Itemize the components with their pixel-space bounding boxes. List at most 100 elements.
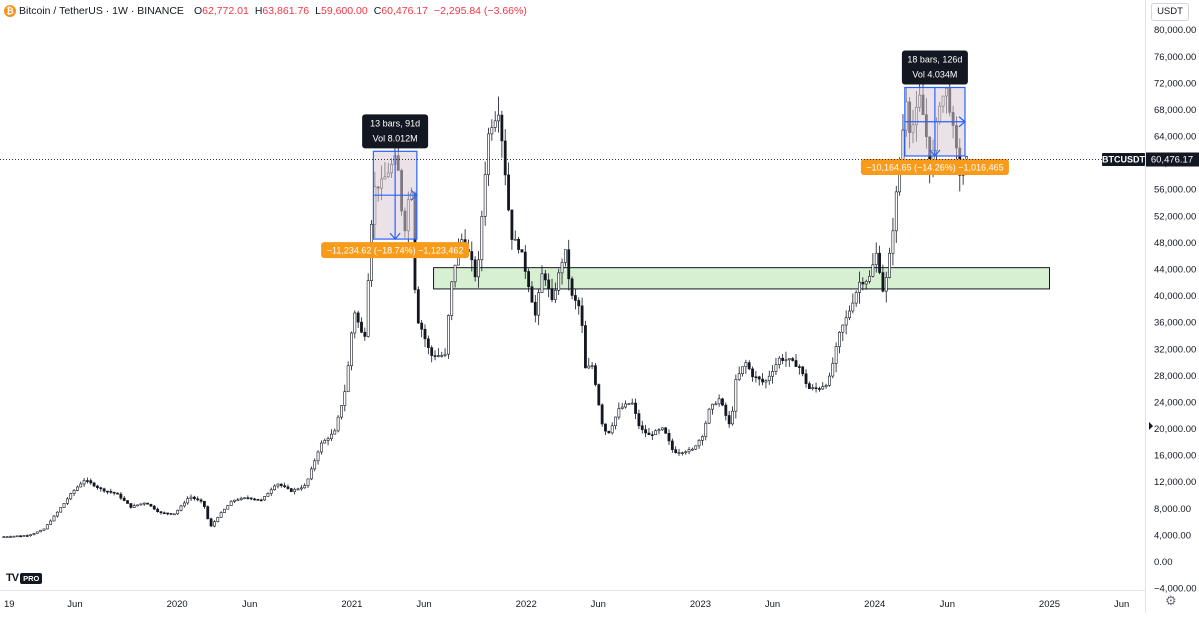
candle [627,403,631,405]
range-info-label [362,114,429,149]
candle [166,512,170,515]
candle [366,280,370,337]
support-zone[interactable] [433,267,1051,290]
candle [233,499,236,502]
candle [346,365,350,392]
candle [694,445,698,450]
candle [487,133,490,175]
candle [19,535,22,538]
open-label: O [193,5,203,17]
range-change-label [860,158,1009,175]
candle [199,499,203,502]
candle [196,498,200,501]
candle [563,249,567,263]
y-tick-label: 36,000.00 [1154,318,1196,329]
candle [450,281,454,316]
candle [186,498,190,504]
candle [149,503,153,507]
x-tick-label: Jun [242,599,257,610]
candle [530,286,534,303]
candle [513,238,517,241]
y-axis[interactable]: 80,000.00 76,000.00 72,000.00 68,000.00 64,0… [1154,25,1197,594]
candle [112,491,116,494]
y-tick-label: 56,000.00 [1154,185,1196,196]
currency-button[interactable]: USDT [1151,3,1189,21]
candle [547,279,551,289]
candle [727,415,731,425]
candle [440,355,444,357]
candle [2,536,6,539]
candle [75,486,79,491]
candle [313,460,317,470]
candle [868,276,871,282]
candle [172,513,176,516]
change-value: −2,295.84 (−3.66%) [434,5,527,17]
candle [326,438,330,441]
candle [687,449,691,453]
candle [5,536,9,538]
range-measure-1[interactable]: 13 bars, 91d Vol 8.012M −11,234.62 (−18.74… [321,114,470,259]
candle [674,449,678,454]
y-tick-label: 24,000.00 [1154,397,1196,408]
candle [523,251,527,272]
candle [734,379,738,412]
candle [841,324,845,333]
y-tick-label: 16,000.00 [1154,451,1196,462]
symbol-title[interactable]: Bitcoin / TetherUS · 1W · BINANCE [19,5,184,17]
y-tick-label: −4,000.00 [1154,584,1197,595]
change-text: −10,164.65 (−14.26%) −1,016,465 [866,162,1003,172]
candle [430,347,434,356]
candle [333,430,337,435]
candle [570,278,574,296]
candle [330,433,333,439]
scroll-right-arrow-icon[interactable] [1149,422,1153,430]
close-label: C [373,5,382,17]
candle [72,489,76,494]
candle [807,383,811,389]
candle [754,376,758,379]
candle [697,440,701,447]
candle [55,511,59,517]
candle [828,375,831,386]
candle [657,429,661,432]
candle [640,425,644,430]
candle [350,332,353,367]
candle [213,521,216,527]
candle [106,490,109,493]
candle [453,264,457,283]
candle [610,425,614,434]
candle [96,485,99,488]
axes [0,0,1146,613]
y-tick-label: 48,000.00 [1154,238,1196,249]
y-tick-label: 28,000.00 [1154,371,1196,382]
range-measure-2[interactable]: 18 bars, 126d Vol 4.034M −10,164.65 (−14.2… [860,50,1009,175]
candle [510,209,514,240]
candle [747,362,751,370]
candle [289,488,293,492]
candle [737,373,741,380]
candle [821,386,825,390]
gear-icon[interactable]: ⚙ [1165,593,1177,608]
candle [299,487,303,490]
candle [243,497,246,500]
candle [901,129,905,162]
candle [203,500,206,507]
range-change-label [321,242,470,259]
y-tick-label: 52,000.00 [1154,211,1196,222]
candle [443,353,447,356]
candle [86,480,89,482]
candle [537,292,541,316]
candle [269,489,273,494]
candle [119,493,123,499]
x-axis[interactable]: 19 Jun 2020 Jun 2021 Jun 2022 Jun 2023 Jun 2024 Jun… [4,599,1129,610]
candle [226,505,230,510]
candle [594,365,597,385]
arrow-down-icon [929,149,941,157]
candle [309,468,313,480]
candle [751,368,754,378]
candle [59,507,63,513]
price-tags: BTCUSDT 60,476.17 [1102,152,1199,430]
candle [878,252,881,273]
